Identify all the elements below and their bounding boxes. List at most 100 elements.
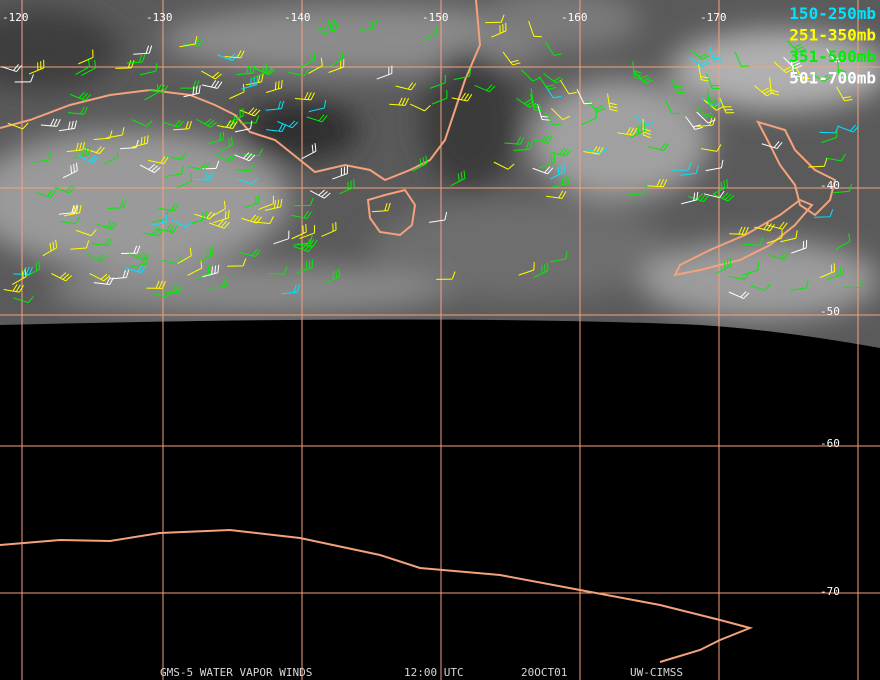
- barb-flag: [281, 124, 287, 132]
- barb-flag: [643, 185, 648, 194]
- wind-barb: [165, 165, 184, 177]
- barb-flag: [105, 220, 112, 228]
- barb-flag: [136, 245, 141, 254]
- barb-flag: [217, 219, 224, 227]
- barb-flag: [82, 142, 86, 151]
- wind-barb: [648, 142, 669, 151]
- barb-flag: [796, 46, 804, 51]
- wind-barb: [190, 210, 207, 225]
- barb-flag: [258, 148, 263, 156]
- barb-flag: [700, 75, 709, 79]
- legend: 150-250mb 251-350mb 351-500mb 501-700mb: [789, 4, 876, 88]
- barb-flag: [215, 73, 222, 80]
- barb-flag: [849, 183, 853, 192]
- latitude-labels: -40 -50 -60 -70: [820, 179, 840, 598]
- wind-barb: [843, 280, 863, 289]
- barb-flag: [422, 157, 425, 166]
- barb-flag: [229, 120, 235, 129]
- wind-barb: [131, 135, 149, 148]
- barb-flag: [561, 176, 564, 186]
- barb-flag: [222, 279, 226, 288]
- barb-flag: [608, 102, 617, 106]
- barb-flag: [25, 266, 30, 275]
- barb-flag: [643, 134, 651, 139]
- barb-flag: [729, 257, 732, 266]
- barb-flag: [790, 60, 798, 65]
- wind-barb: [585, 100, 606, 112]
- barb-flag: [741, 226, 746, 235]
- wind-barb: [62, 162, 78, 179]
- barb-flag: [835, 59, 844, 63]
- barb-flag: [256, 216, 263, 224]
- barb-flag: [792, 62, 801, 67]
- barb-flag: [839, 75, 847, 79]
- barb-flag: [203, 172, 208, 181]
- wind-barb: [539, 154, 555, 169]
- wind-barb: [25, 261, 41, 278]
- barb-staff: [835, 240, 851, 250]
- longitude-label: -160: [561, 11, 588, 24]
- barb-flag: [529, 102, 537, 108]
- barb-flag: [27, 296, 34, 303]
- barb-flag: [553, 53, 562, 56]
- barb-flag: [143, 254, 150, 261]
- latitude-label: -60: [820, 437, 840, 450]
- barb-flag: [176, 256, 182, 265]
- wind-barb: [81, 59, 97, 76]
- barb-staff: [808, 165, 825, 168]
- wind-barb: [67, 106, 88, 115]
- barb-flag: [583, 102, 593, 105]
- barb-flag: [74, 120, 77, 129]
- barb-flag: [310, 53, 313, 62]
- barb-flag: [592, 146, 598, 154]
- wind-barb: [532, 134, 553, 144]
- barb-flag: [119, 200, 124, 209]
- wind-barb: [743, 237, 764, 246]
- barb-flag: [173, 204, 179, 212]
- barb-flag: [262, 66, 270, 73]
- wind-barb: [202, 264, 220, 278]
- barb-flag: [726, 259, 729, 268]
- wind-barb: [210, 278, 229, 289]
- wind-barb: [814, 209, 834, 218]
- barb-flag: [206, 211, 213, 219]
- wind-barb: [236, 178, 258, 185]
- barb-flag: [251, 248, 258, 256]
- barb-flag: [53, 118, 58, 127]
- barb-staff: [234, 169, 251, 172]
- barb-flag: [212, 71, 220, 78]
- wind-barb: [825, 153, 846, 162]
- wind-barb: [291, 210, 312, 219]
- wind-barb: [586, 146, 608, 155]
- barb-flag: [163, 85, 169, 93]
- wind-barb: [791, 239, 808, 254]
- wind-barb: [783, 56, 803, 70]
- barb-flag: [547, 167, 554, 175]
- wind-barb: [146, 280, 166, 289]
- barb-flag: [88, 146, 91, 155]
- barb-flag: [561, 191, 567, 199]
- barb-flag: [256, 76, 258, 85]
- barb-flag: [273, 200, 277, 209]
- barb-flag: [210, 121, 217, 128]
- barb-flag: [633, 73, 642, 77]
- barb-flag: [567, 175, 571, 184]
- wind-barb: [176, 172, 193, 189]
- wind-barb: [183, 85, 201, 98]
- barb-staff: [518, 269, 535, 276]
- barb-staff: [409, 103, 425, 112]
- image-texture: [0, 0, 880, 320]
- barb-flag: [163, 156, 169, 164]
- barb-flag: [633, 70, 642, 74]
- barb-staff: [729, 233, 746, 235]
- wind-barb: [128, 251, 150, 261]
- barb-flag: [656, 178, 661, 187]
- barb-flag: [71, 205, 75, 214]
- wind-barb: [200, 160, 220, 170]
- wind-barb: [142, 227, 164, 237]
- wind-barb: [144, 84, 159, 101]
- barb-staff: [75, 66, 90, 75]
- wind-barb: [7, 122, 29, 130]
- wind-barb: [709, 45, 723, 63]
